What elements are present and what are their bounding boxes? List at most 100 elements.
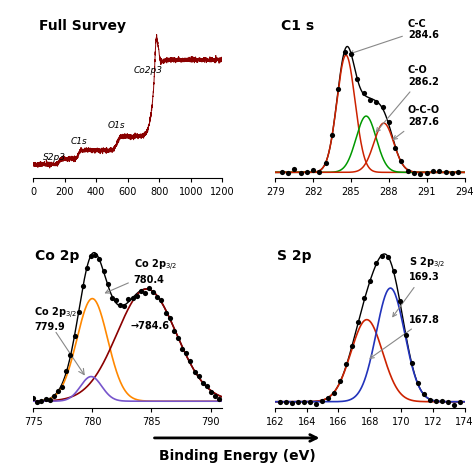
Point — [174, 334, 182, 342]
Point — [67, 351, 74, 359]
Point — [29, 394, 37, 402]
Point — [83, 264, 91, 272]
Point — [284, 169, 292, 176]
Point — [100, 268, 107, 275]
Point — [71, 333, 78, 340]
Point — [392, 144, 399, 152]
Point — [297, 169, 304, 176]
Point — [336, 378, 344, 385]
Point — [58, 383, 66, 390]
Point — [402, 331, 410, 339]
Point — [288, 400, 296, 407]
Point — [149, 288, 157, 296]
Point — [341, 48, 348, 56]
Point — [456, 398, 464, 406]
Point — [87, 252, 95, 259]
Point — [133, 292, 140, 300]
Point — [282, 398, 290, 406]
Text: S2p3: S2p3 — [43, 153, 65, 162]
Point — [42, 395, 49, 403]
Text: Co2p3: Co2p3 — [134, 66, 163, 75]
Text: Co 2p: Co 2p — [35, 249, 80, 263]
Point — [372, 259, 380, 266]
Point — [385, 118, 392, 126]
Point — [310, 166, 317, 174]
Point — [162, 309, 169, 316]
Point — [278, 168, 285, 175]
Text: C1 s: C1 s — [281, 19, 314, 33]
Point — [216, 395, 223, 402]
Point — [328, 132, 336, 139]
Text: Co 2p$_{3/2}$
780.4: Co 2p$_{3/2}$ 780.4 — [105, 258, 177, 293]
Text: S 2p$_{3/2}$
169.3: S 2p$_{3/2}$ 169.3 — [393, 256, 446, 317]
Point — [276, 398, 284, 406]
Text: →784.6: →784.6 — [130, 321, 169, 331]
Point — [354, 76, 361, 83]
Point — [335, 85, 342, 92]
Point — [191, 368, 199, 375]
Point — [96, 255, 103, 263]
Point — [79, 283, 87, 290]
Point — [379, 103, 386, 111]
Point — [112, 296, 120, 304]
Point — [116, 302, 124, 309]
Point — [318, 397, 326, 405]
Point — [360, 295, 368, 302]
Point — [199, 379, 207, 387]
Point — [429, 167, 437, 175]
Point — [414, 379, 422, 387]
Point — [50, 392, 58, 400]
Point — [211, 393, 219, 400]
Point — [354, 318, 362, 326]
Point — [398, 158, 405, 165]
Point — [410, 169, 418, 177]
Point — [91, 251, 99, 259]
Text: C-C
284.6: C-C 284.6 — [350, 18, 438, 54]
Point — [438, 397, 446, 405]
Point — [203, 383, 211, 390]
Point — [316, 168, 323, 176]
Point — [342, 360, 350, 368]
Text: O-C-O
287.6: O-C-O 287.6 — [393, 105, 440, 139]
Point — [444, 399, 452, 406]
Point — [182, 349, 190, 357]
Point — [125, 295, 132, 303]
Point — [306, 399, 314, 406]
Point — [145, 284, 153, 291]
Point — [366, 277, 374, 284]
Point — [450, 401, 457, 408]
Point — [366, 97, 374, 104]
Point — [291, 165, 298, 173]
Text: O1s: O1s — [107, 121, 125, 129]
Point — [63, 367, 70, 374]
Point — [378, 253, 386, 260]
Point — [158, 297, 165, 304]
Text: S 2p: S 2p — [277, 249, 312, 263]
Point — [322, 159, 329, 167]
Point — [75, 308, 82, 316]
Point — [170, 327, 178, 335]
Point — [360, 90, 367, 97]
Point — [137, 287, 145, 295]
Point — [396, 297, 404, 304]
Point — [312, 400, 320, 407]
Point — [37, 397, 45, 404]
Point — [120, 302, 128, 310]
Text: Full Survey: Full Survey — [39, 19, 126, 33]
Point — [108, 295, 116, 302]
Point — [426, 396, 434, 404]
Point — [300, 399, 308, 406]
Point — [303, 168, 310, 176]
Point — [455, 168, 462, 176]
Text: Co 2p$_{3/2}$
779.9: Co 2p$_{3/2}$ 779.9 — [34, 306, 77, 333]
Point — [448, 169, 456, 177]
Point — [195, 372, 202, 380]
Point — [408, 359, 416, 366]
Point — [373, 98, 380, 106]
Point — [436, 167, 443, 175]
Text: 167.8: 167.8 — [370, 315, 440, 358]
Point — [46, 396, 54, 403]
Point — [54, 387, 62, 395]
Point — [330, 389, 338, 397]
Point — [178, 345, 186, 352]
